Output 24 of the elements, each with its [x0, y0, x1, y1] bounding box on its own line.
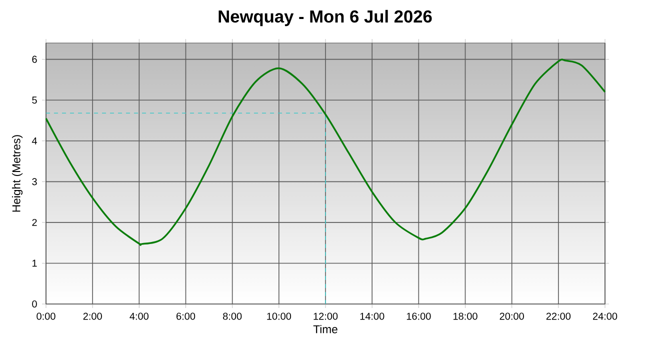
- x-tick-label: 2:00: [83, 312, 102, 320]
- y-axis-title: Height (Metres): [12, 135, 23, 212]
- x-axis-title: Time: [313, 324, 338, 334]
- line-series: [45, 59, 606, 245]
- y-tick-label: 3: [32, 178, 37, 186]
- x-tick-label: 18:00: [453, 312, 478, 320]
- x-tick-label: 0:00: [36, 312, 56, 320]
- y-tick-label: 2: [32, 218, 37, 226]
- x-tick-label: 12:00: [314, 312, 338, 320]
- chart-title: Newquay - Mon 6 Jul 2026: [218, 10, 432, 26]
- y-tick-label: 1: [32, 260, 37, 267]
- x-tick-label: 16:00: [406, 312, 431, 320]
- x-tick-label: 22:00: [546, 312, 571, 320]
- y-tick-label: 0: [32, 300, 37, 308]
- x-tick-label: 4:00: [130, 312, 148, 320]
- x-tick-label: 8:00: [223, 312, 242, 320]
- y-tick-label: 5: [32, 96, 37, 104]
- y-tick-label: 6: [32, 56, 37, 63]
- x-tick-label: 24:00: [592, 312, 618, 320]
- x-tick-label: 20:00: [500, 312, 524, 320]
- y-tick-label: 4: [32, 137, 37, 144]
- x-tick-label: 14:00: [360, 312, 384, 320]
- x-tick-label: 6:00: [176, 312, 196, 320]
- x-tick-label: 10:00: [267, 312, 292, 320]
